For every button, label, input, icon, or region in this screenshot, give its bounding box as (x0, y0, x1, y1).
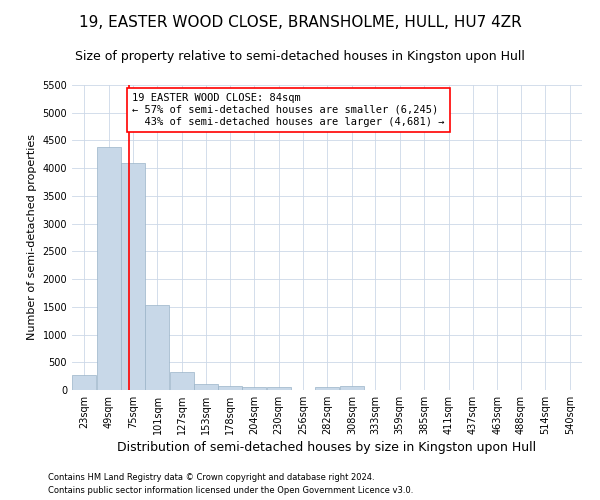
Bar (340, 386, 364, 390)
Bar (266, 387, 290, 390)
Y-axis label: Number of semi-detached properties: Number of semi-detached properties (27, 134, 37, 340)
Text: 19 EASTER WOOD CLOSE: 84sqm
← 57% of semi-detached houses are smaller (6,245)
  : 19 EASTER WOOD CLOSE: 84sqm ← 57% of sem… (132, 94, 445, 126)
Bar (218, 386, 242, 390)
Bar (170, 372, 194, 390)
X-axis label: Distribution of semi-detached houses by size in Kingston upon Hull: Distribution of semi-detached houses by … (118, 441, 536, 454)
Bar (121, 162, 145, 390)
Text: Size of property relative to semi-detached houses in Kingston upon Hull: Size of property relative to semi-detach… (75, 50, 525, 63)
Text: Contains public sector information licensed under the Open Government Licence v3: Contains public sector information licen… (48, 486, 413, 495)
Bar (242, 386, 266, 390)
Bar (145, 305, 169, 390)
Text: 19, EASTER WOOD CLOSE, BRANSHOLME, HULL, HU7 4ZR: 19, EASTER WOOD CLOSE, BRANSHOLME, HULL,… (79, 15, 521, 30)
Bar (194, 384, 218, 390)
Bar (97, 147, 121, 390)
Text: Contains HM Land Registry data © Crown copyright and database right 2024.: Contains HM Land Registry data © Crown c… (48, 474, 374, 482)
Bar (72, 375, 96, 390)
Bar (316, 387, 340, 390)
